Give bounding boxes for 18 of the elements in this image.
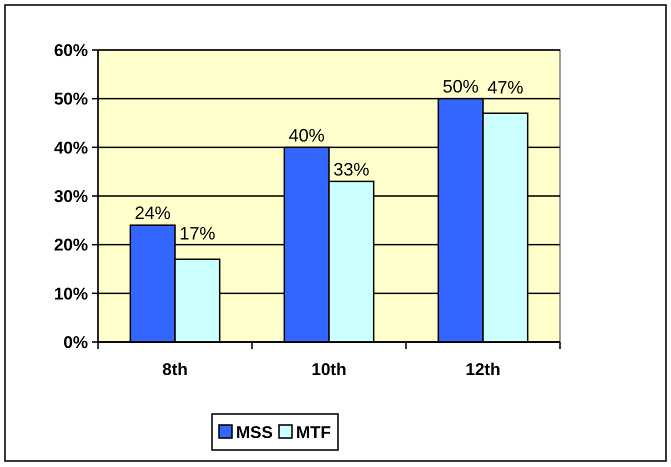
y-tick-label: 10% xyxy=(54,284,88,304)
data-label: 47% xyxy=(487,78,524,98)
x-tick-label: 10th xyxy=(312,360,346,379)
x-tick-label: 12th xyxy=(466,360,500,379)
legend-label: MSS xyxy=(236,423,273,442)
data-label: 40% xyxy=(288,125,325,146)
x-tick-label: 8th xyxy=(162,360,188,379)
y-tick-label: 60% xyxy=(54,40,88,60)
y-tick-label: 50% xyxy=(54,90,88,109)
data-label: 50% xyxy=(442,76,479,97)
y-tick-label: 20% xyxy=(54,236,88,255)
y-tick-label: 30% xyxy=(54,186,88,206)
data-label: 17% xyxy=(179,224,216,244)
y-tick-label: 40% xyxy=(54,138,88,158)
legend-label: MTF xyxy=(296,423,331,442)
data-label: 24% xyxy=(134,203,171,224)
y-tick-label: 0% xyxy=(63,332,88,352)
data-label: 33% xyxy=(333,159,370,180)
